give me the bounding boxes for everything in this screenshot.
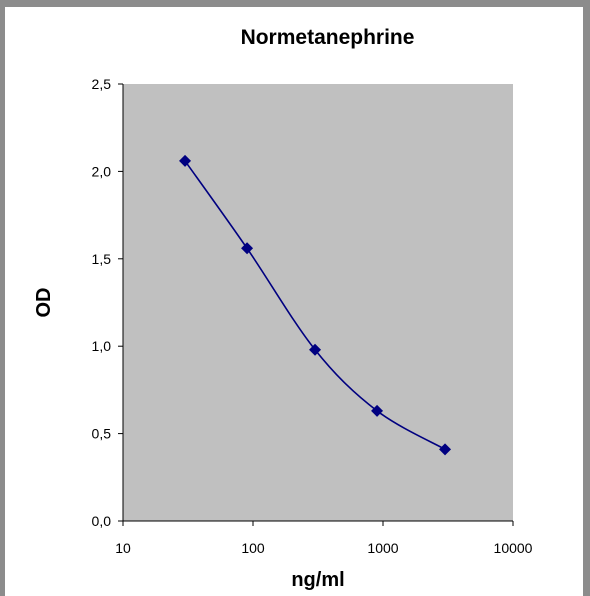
x-tick-label: 10 xyxy=(115,540,131,556)
data-point-marker xyxy=(309,343,322,356)
tick-labels: 0,0 0,5 1,0 1,5 2,0 2,5 10 100 1000 10000 xyxy=(92,76,533,556)
y-tick-label: 2,5 xyxy=(92,76,112,92)
x-axis-label: ng/ml xyxy=(291,569,344,591)
y-tick-label: 0,5 xyxy=(92,426,112,442)
y-tick-label: 1,0 xyxy=(92,338,112,354)
chart-title: Normetanephrine xyxy=(240,26,415,49)
y-tick-label: 2,0 xyxy=(92,163,112,179)
data-markers xyxy=(179,154,452,456)
x-tick-label: 100 xyxy=(241,540,265,556)
data-point-marker xyxy=(439,443,452,456)
data-point-marker xyxy=(241,242,254,255)
data-point-marker xyxy=(179,154,192,167)
data-point-marker xyxy=(371,404,384,417)
y-axis-label: OD xyxy=(33,288,55,318)
plot-area xyxy=(123,84,513,521)
x-tick-label: 1000 xyxy=(367,540,398,556)
series-line xyxy=(184,160,446,451)
y-tick-label: 1,5 xyxy=(92,251,112,267)
y-tick-label: 0,0 xyxy=(92,513,112,529)
x-tick-label: 10000 xyxy=(494,540,533,556)
axes xyxy=(118,83,514,526)
